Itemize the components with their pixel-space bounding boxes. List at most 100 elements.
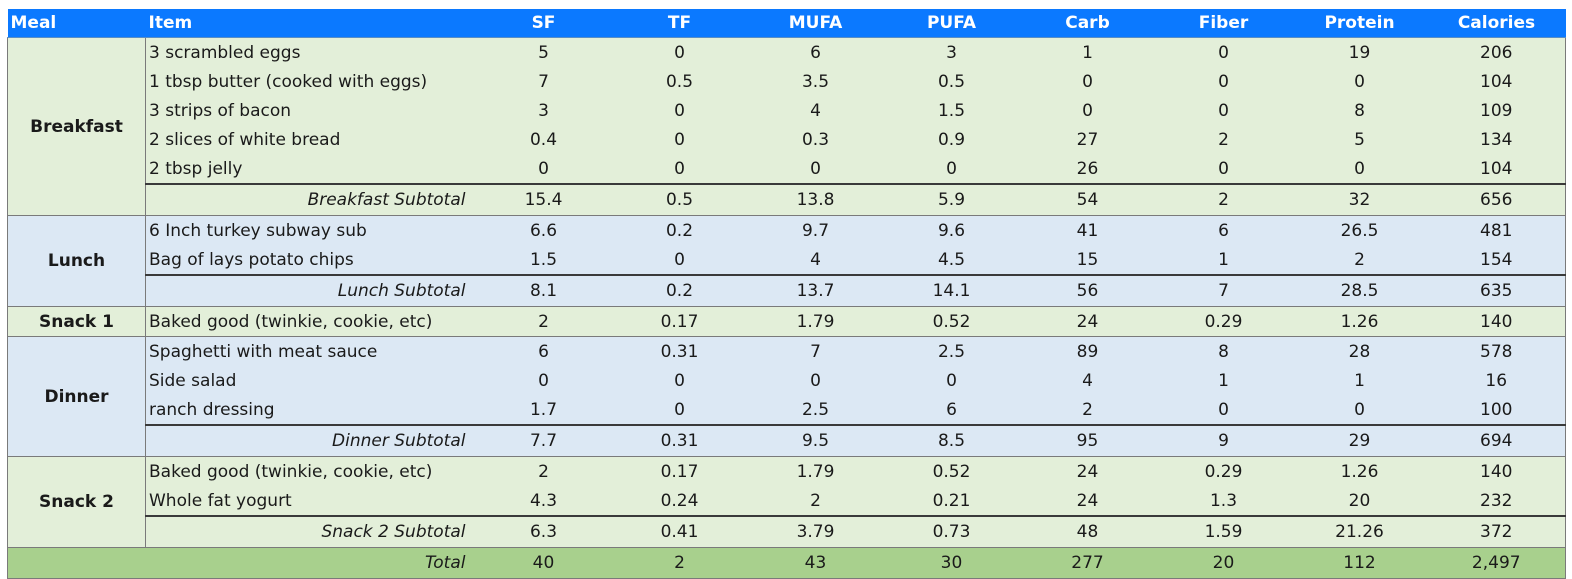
cell-sf: 4.3 [475,486,612,516]
cell-carb: 1 [1019,37,1156,67]
cell-protein: 0 [1291,395,1428,425]
cell-tf: 0 [611,395,748,425]
cell-tf: 0 [611,154,748,184]
cell-protein: 19 [1291,37,1428,67]
table-row: Bag of lays potato chips 1.5 0 4 4.5 15 1 2 154 [8,245,1566,275]
cell-pufa: 0.5 [883,67,1020,96]
cell-fiber: 0.29 [1155,306,1292,337]
cell-pufa: 3 [883,37,1020,67]
meal-label: Dinner [7,336,146,457]
subtotal-protein: 21.26 [1291,515,1428,548]
cell-sf: 6 [475,336,612,366]
total-mufa: 43 [747,547,884,579]
cell-pufa: 9.6 [883,215,1020,245]
cell-mufa: 0 [747,154,884,184]
subtotal-mufa: 3.79 [747,515,884,548]
cell-carb: 24 [1019,486,1156,516]
cell-carb: 0 [1019,96,1156,125]
cell-protein: 28 [1291,336,1428,366]
cell-fiber: 0 [1155,395,1292,425]
cell-pufa: 0.9 [883,125,1020,154]
cell-tf: 0 [611,245,748,275]
cell-fiber: 2 [1155,125,1292,154]
subtotal-tf: 0.31 [611,424,748,457]
cell-pufa: 0.52 [883,306,1020,337]
subtotal-fiber: 7 [1155,274,1292,307]
header-carb: Carb [1019,9,1156,38]
table-row: ranch dressing 1.7 0 2.5 6 2 0 0 100 [8,395,1566,425]
subtotal-calories: 656 [1427,183,1566,216]
cell-sf: 2 [475,306,612,337]
cell-protein: 2 [1291,245,1428,275]
table-row: Breakfast 3 scrambled eggs 5 0 6 3 1 0 19 206 [7,37,1566,216]
cell-protein: 5 [1291,125,1428,154]
subtotal-mufa: 9.5 [747,424,884,457]
cell-sf: 3 [475,96,612,125]
total-fiber: 20 [1155,547,1292,579]
cell-protein: 1.26 [1291,456,1428,486]
table-row: Snack 2 Baked good (twinkie, cookie, etc)… [7,456,1566,548]
cell-mufa: 0 [747,366,884,395]
subtotal-carb: 54 [1019,183,1156,216]
cell-sf: 0.4 [475,125,612,154]
meal-label: Breakfast [7,37,146,216]
cell-calories: 232 [1427,486,1566,516]
item-name: Bag of lays potato chips [145,245,476,275]
table-row: 3 strips of bacon 3 0 4 1.5 0 0 8 109 [8,96,1566,125]
item-name: Side salad [145,366,476,395]
cell-mufa: 9.7 [747,215,884,245]
cell-fiber: 0 [1155,96,1292,125]
cell-tf: 0.24 [611,486,748,516]
item-name: Whole fat yogurt [145,486,476,516]
meal-label: Snack 1 [7,306,146,337]
cell-sf: 1.7 [475,395,612,425]
header-pufa: PUFA [883,9,1020,38]
table-body: Breakfast 3 scrambled eggs 5 0 6 3 1 0 19 206 1 tb… [7,37,1566,579]
total-label: Total [7,547,476,579]
cell-fiber: 0 [1155,67,1292,96]
subtotal-tf: 0.41 [611,515,748,548]
subtotal-mufa: 13.7 [747,274,884,307]
item-name: Baked good (twinkie, cookie, etc) [145,306,476,337]
item-name: Baked good (twinkie, cookie, etc) [145,456,476,486]
cell-pufa: 6 [883,395,1020,425]
subtotal-row: Lunch Subtotal 8.1 0.2 13.7 14.1 56 7 28.5 635 [8,274,1566,307]
subtotal-carb: 95 [1019,424,1156,457]
cell-sf: 0 [475,154,612,184]
total-tf: 2 [611,547,748,579]
subtotal-pufa: 14.1 [883,274,1020,307]
subtotal-sf: 6.3 [475,515,612,548]
subtotal-tf: 0.5 [611,183,748,216]
item-name: 3 strips of bacon [145,96,476,125]
cell-calories: 100 [1427,395,1566,425]
subtotal-calories: 635 [1427,274,1566,307]
item-name: 2 tbsp jelly [145,154,476,184]
cell-fiber: 1.3 [1155,486,1292,516]
cell-tf: 0 [611,96,748,125]
item-name: 6 Inch turkey subway sub [145,215,476,245]
cell-calories: 16 [1427,366,1566,395]
cell-mufa: 0.3 [747,125,884,154]
subtotal-fiber: 9 [1155,424,1292,457]
meal-label: Lunch [7,215,146,307]
cell-tf: 0.17 [611,306,748,337]
cell-carb: 24 [1019,306,1156,337]
subtotal-pufa: 5.9 [883,183,1020,216]
subtotal-protein: 28.5 [1291,274,1428,307]
header-row: Meal Item SF TF MUFA PUFA Carb Fiber Pro… [7,9,1566,38]
header-calories: Calories [1427,9,1566,38]
cell-protein: 0 [1291,154,1428,184]
item-name: 1 tbsp butter (cooked with eggs) [145,67,476,96]
cell-pufa: 2.5 [883,336,1020,366]
subtotal-calories: 372 [1427,515,1566,548]
cell-carb: 15 [1019,245,1156,275]
cell-fiber: 0 [1155,37,1292,67]
cell-calories: 578 [1427,336,1566,366]
cell-calories: 206 [1427,37,1566,67]
cell-tf: 0 [611,366,748,395]
subtotal-tf: 0.2 [611,274,748,307]
table-row: 2 tbsp jelly 0 0 0 0 26 0 0 104 [8,154,1566,184]
total-calories: 2,497 [1427,547,1566,579]
cell-sf: 6.6 [475,215,612,245]
subtotal-fiber: 2 [1155,183,1292,216]
